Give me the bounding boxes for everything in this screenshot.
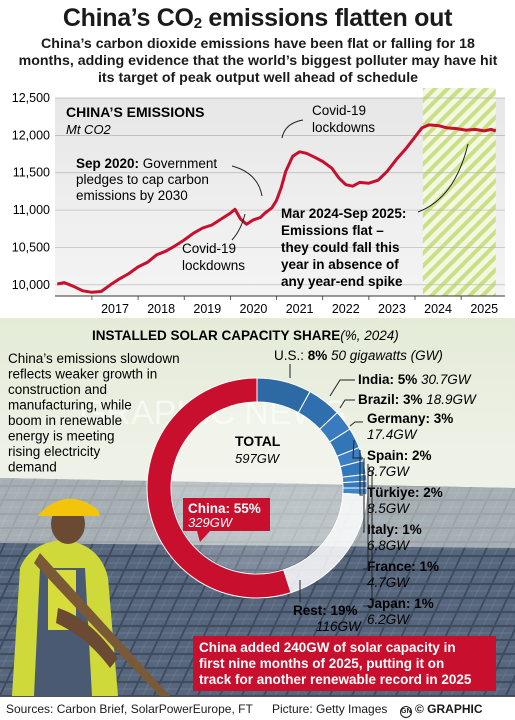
total-label: TOTAL bbox=[235, 433, 281, 449]
label-turkiye: Türkiye: 2% bbox=[367, 485, 443, 500]
side-text-line: construction and bbox=[8, 382, 107, 397]
sources: Sources: Carbon Brief, SolarPowerEurope,… bbox=[6, 702, 253, 716]
donut-slice-france bbox=[342, 480, 368, 489]
label-rest-gw: 116GW bbox=[316, 619, 362, 634]
x-tick-label: 2024 bbox=[424, 302, 452, 316]
svg-text:any year-end spike: any year-end spike bbox=[281, 274, 403, 289]
label-rest: Rest: 19% bbox=[293, 603, 358, 618]
solar-heading: INSTALLED SOLAR CAPACITY SHARE(%, 2024) bbox=[92, 328, 399, 343]
x-axis: 2017 2018 2019 2020 2021 2022 2023 2024 2025 bbox=[91, 296, 498, 316]
svg-text:first nine months of 2025, put: first nine months of 2025, putting it on bbox=[199, 656, 444, 671]
label-france: France: 1% bbox=[367, 559, 439, 574]
svg-text:year in absence of: year in absence of bbox=[281, 257, 399, 272]
svg-text:Emissions flat –: Emissions flat – bbox=[281, 223, 384, 238]
covid-label-bottom-1: Covid-19 bbox=[182, 241, 236, 256]
graphic-news-logo-icon: GN bbox=[400, 706, 412, 718]
flat-period-pointer bbox=[417, 143, 469, 213]
label-japan-gw: 6.2GW bbox=[367, 612, 410, 627]
total-value: 597GW bbox=[235, 451, 281, 466]
sep2020-label-2: pledges to cap carbon bbox=[76, 172, 209, 187]
side-text-line: energy is meeting bbox=[8, 429, 115, 444]
label-spain: Spain: 2% bbox=[367, 448, 432, 463]
page-title: China’s CO2 emissions flatten out bbox=[62, 4, 453, 32]
label-germany: Germany: 3% bbox=[367, 411, 453, 426]
covid-top-pointer bbox=[281, 119, 304, 139]
x-tick-label: 2025 bbox=[470, 302, 498, 316]
x-tick-label: 2018 bbox=[147, 302, 175, 316]
label-italy: Italy: 1% bbox=[367, 522, 422, 537]
x-tick-label: 2017 bbox=[101, 302, 129, 316]
label-india: India: 5% 30.7GW bbox=[358, 372, 472, 387]
side-text-line: boom in renewable bbox=[8, 413, 122, 428]
side-text-line: manufacturing, while bbox=[8, 398, 132, 413]
side-text-line: China’s emissions slowdown bbox=[8, 351, 180, 366]
y-tick-label: 11,500 bbox=[13, 166, 50, 180]
y-tick-label: 11,000 bbox=[13, 203, 50, 217]
footer: Sources: Carbon Brief, SolarPowerEurope,… bbox=[0, 696, 515, 720]
side-text-line: rising electricity bbox=[8, 444, 101, 459]
svg-text:China: 55%: China: 55% bbox=[188, 501, 261, 516]
covid-label-top-1: Covid-19 bbox=[312, 103, 366, 118]
y-gridlines bbox=[55, 97, 505, 286]
leader-lines bbox=[289, 364, 373, 607]
donut-slice-china bbox=[146, 377, 292, 599]
chart-unit: Mt CO2 bbox=[66, 122, 112, 137]
china-label: China: 55% 329GW bbox=[183, 498, 270, 542]
y-tick-label: 12,500 bbox=[12, 91, 50, 105]
sep2020-label-3: emissions by 2030 bbox=[76, 188, 188, 203]
flat-period-annotation: Mar 2024-Sep 2025: Emissions flat – they… bbox=[281, 206, 406, 289]
side-text-line: reflects weaker growth in bbox=[8, 367, 157, 382]
page-subtitle: China’s carbon dioxide emissions have be… bbox=[18, 36, 498, 86]
svg-text:Mar 2024-Sep 2025:: Mar 2024-Sep 2025: bbox=[281, 206, 406, 221]
y-tick-label: 10,000 bbox=[12, 278, 50, 292]
emissions-chart: 10,000 10,500 11,000 11,500 12,000 12,500 201… bbox=[12, 88, 505, 316]
label-japan: Japan: 1% bbox=[367, 596, 434, 611]
label-germany-gw: 17.4GW bbox=[367, 427, 418, 442]
label-france-gw: 4.7GW bbox=[367, 575, 410, 590]
svg-text:they could fall this: they could fall this bbox=[281, 240, 400, 255]
sep2020-label-1: Sep 2020: Government bbox=[76, 156, 217, 171]
label-brazil: Brazil: 3% 18.9GW bbox=[358, 392, 477, 407]
x-tick-label: 2019 bbox=[193, 302, 221, 316]
graphic-news-credit: GN© GRAPHIC NEWS bbox=[400, 702, 483, 720]
svg-text:China added 240GW of solar cap: China added 240GW of solar capacity in bbox=[199, 640, 456, 655]
worker-photo bbox=[12, 498, 170, 696]
label-italy-gw: 6.8GW bbox=[367, 538, 410, 553]
svg-text:329GW: 329GW bbox=[188, 515, 234, 530]
callout-box: China added 240GW of solar capacity in f… bbox=[193, 636, 496, 691]
covid-label-top-2: lockdowns bbox=[312, 120, 375, 135]
x-tick-label: 2023 bbox=[378, 302, 406, 316]
picture-credit: Picture: Getty Images bbox=[272, 702, 388, 716]
y-tick-label: 12,000 bbox=[12, 128, 50, 142]
label-turkiye-gw: 8.5GW bbox=[367, 501, 410, 516]
y-axis: 10,000 10,500 11,000 11,500 12,000 12,500 bbox=[12, 91, 50, 292]
solar-donut-chart bbox=[146, 377, 368, 599]
flat-period-highlight bbox=[422, 88, 496, 296]
solar-section: GRAPHIC NEWS INSTALLED SOLAR CAPACITY SH… bbox=[0, 318, 515, 696]
donut-hole bbox=[172, 403, 342, 573]
x-tick-label: 2021 bbox=[286, 302, 314, 316]
label-spain-gw: 8.7GW bbox=[367, 464, 410, 479]
label-us: U.S.: 8% 50 gigawatts (GW) bbox=[274, 348, 443, 363]
sep2020-pointer bbox=[231, 165, 263, 197]
y-tick-label: 10,500 bbox=[12, 240, 50, 254]
chart-heading: CHINA’S EMISSIONS bbox=[66, 104, 204, 120]
side-text-line: demand bbox=[8, 460, 57, 475]
emissions-line bbox=[57, 123, 497, 294]
covid-bottom-pointer bbox=[231, 213, 246, 241]
svg-text:track for another renewable re: track for another renewable record in 20… bbox=[199, 672, 472, 687]
covid-label-bottom-2: lockdowns bbox=[182, 258, 245, 273]
x-tick-label: 2020 bbox=[240, 302, 268, 316]
x-tick-label: 2022 bbox=[332, 302, 360, 316]
